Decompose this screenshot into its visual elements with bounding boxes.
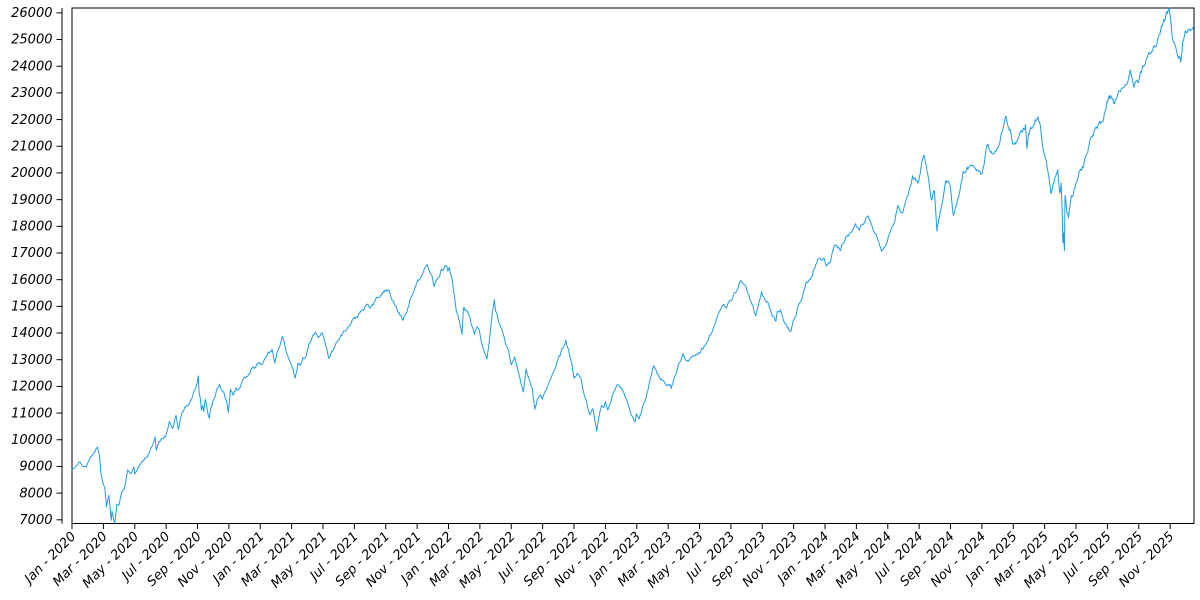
y-tick-label: 20000 [11,166,52,181]
y-tick-label: 17000 [11,246,52,261]
y-axis: 7000 8000 9000 10000 11000 12000 13000 14000 150… [11,6,62,528]
y-tick-label: 13000 [11,353,52,368]
y-tick-label: 8000 [19,486,52,501]
y-tick-label: 21000 [11,139,52,154]
plot-border [71,7,1195,524]
y-tick-label: 18000 [11,220,52,235]
price-line-series [71,7,1195,524]
y-tick-label: 14000 [11,326,52,341]
y-tick-label: 10000 [11,433,52,448]
y-tick-label: 11000 [11,406,52,421]
y-tick-label: 16000 [11,273,52,288]
y-tick-label: 22000 [11,113,52,128]
y-tick-label: 26000 [11,6,52,21]
y-tick-label: 19000 [11,193,52,208]
y-tick-label: 15000 [11,300,52,315]
y-tick-label: 7000 [19,513,52,528]
y-tick-label: 24000 [11,59,52,74]
y-tick-label: 25000 [11,33,52,48]
y-tick-label: 9000 [19,460,52,475]
y-tick-label: 23000 [11,86,52,101]
y-tick-label: 12000 [11,380,52,395]
